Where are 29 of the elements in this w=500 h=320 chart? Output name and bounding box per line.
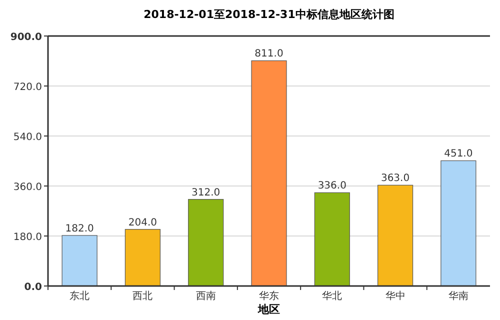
data-label: 811.0 (254, 48, 284, 60)
x-tick-label: 华南 (448, 290, 468, 302)
y-tick-label: 720.0 (13, 82, 42, 93)
bar (251, 60, 287, 286)
x-axis-title: 地区 (257, 303, 280, 316)
y-tick-label: 360.0 (13, 182, 42, 193)
x-tick-label: 西北 (132, 290, 153, 302)
data-label: 363.0 (380, 173, 410, 184)
x-tick-label: 东北 (70, 290, 90, 302)
data-label: 451.0 (444, 148, 473, 160)
y-tick-label: 0.0 (24, 282, 42, 293)
x-tick-label: 华北 (322, 290, 342, 302)
data-label: 312.0 (192, 187, 220, 198)
data-label: 182.0 (65, 223, 94, 234)
data-label: 336.0 (318, 180, 346, 192)
x-tick-label: 西南 (196, 290, 216, 302)
y-tick-label: 540.0 (13, 132, 42, 143)
bar (440, 160, 476, 286)
chart-title: 2018-12-01至2018-12-31中标信息地区统计图 (144, 8, 394, 21)
bar (377, 184, 414, 286)
bar (124, 229, 161, 286)
bar (62, 235, 98, 286)
bar (314, 192, 350, 286)
bar (188, 199, 224, 286)
x-tick-label: 华中 (385, 290, 406, 302)
x-tick-label: 华东 (259, 290, 279, 302)
y-tick-label: 180.0 (13, 232, 42, 243)
y-tick-label: 900.0 (10, 32, 42, 43)
data-label: 204.0 (128, 217, 158, 228)
